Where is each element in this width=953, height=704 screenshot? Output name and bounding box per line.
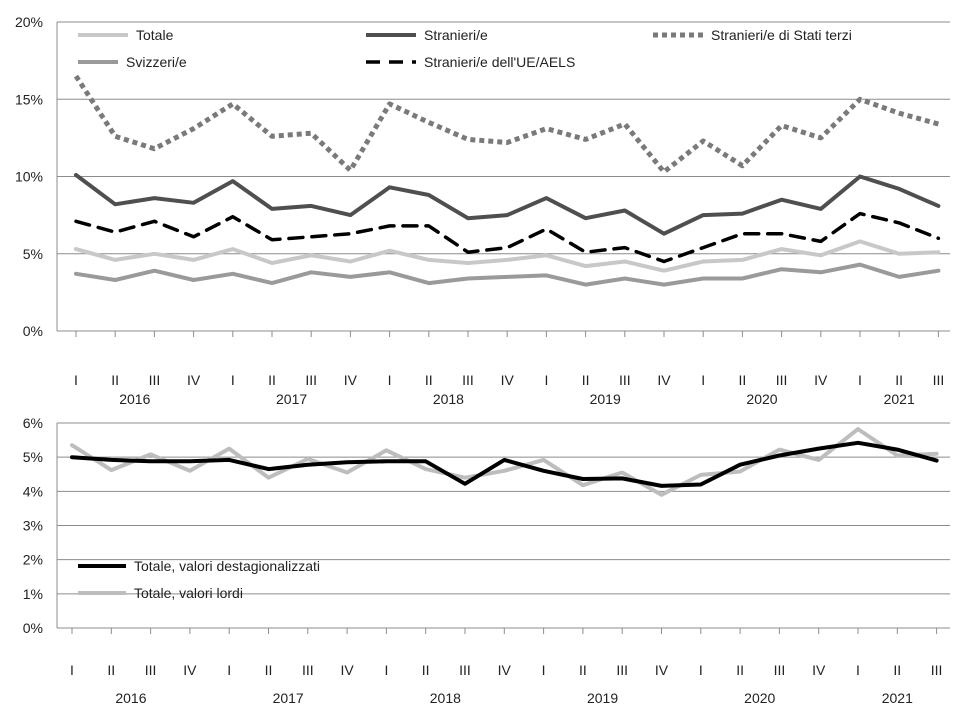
x-year-label: 2019 [587, 690, 618, 704]
series-line-totale-valori-destagionalizzati [70, 440, 939, 488]
x-quarter-label: II [895, 372, 903, 388]
x-quarter-label: II [422, 662, 430, 678]
legend-label-stranieri-e: Stranieri/e [424, 27, 488, 43]
x-year-label: 2021 [882, 690, 913, 704]
x-quarter-label: II [268, 372, 276, 388]
x-quarter-label: III [774, 662, 786, 678]
series-line-stranieri-e [74, 173, 941, 236]
x-quarter-label: II [107, 662, 115, 678]
x-quarter-label: IV [655, 662, 669, 678]
x-quarter-label: II [736, 662, 744, 678]
x-year-label: 2018 [430, 690, 461, 704]
legend-label-stranieri-e-di-stati-terzi: Stranieri/e di Stati terzi [711, 27, 852, 43]
x-year-label: 2021 [884, 391, 915, 407]
x-year-label: 2017 [276, 391, 307, 407]
x-quarter-label: II [265, 662, 273, 678]
legend-label-svizzeri-e: Svizzeri/e [126, 54, 187, 70]
y-tick-label: 0% [23, 620, 43, 636]
x-quarter-label: I [701, 372, 705, 388]
y-tick-label: 20% [15, 14, 43, 30]
y-tick-label: 2% [23, 552, 43, 568]
x-quarter-label: II [582, 372, 590, 388]
x-quarter-label: I [384, 662, 388, 678]
x-year-label: 2016 [115, 690, 146, 704]
x-year-label: 2017 [273, 690, 304, 704]
x-quarter-label: II [425, 372, 433, 388]
top-chart: 0%5%10%15%20%I II III IV I II III IV I II III IV I II… [15, 14, 950, 407]
x-quarter-label: IV [814, 372, 828, 388]
x-quarter-label: IV [501, 372, 515, 388]
series-line-svizzeri-e [74, 262, 941, 287]
y-tick-label: 6% [23, 415, 43, 431]
legend-label-stranieri-e-dell-ue-aels: Stranieri/e dell'UE/AELS [424, 54, 575, 70]
x-quarter-label: III [305, 372, 317, 388]
x-quarter-label: IV [183, 662, 197, 678]
x-quarter-label: I [544, 372, 548, 388]
legend-label-totale-valori-lordi: Totale, valori lordi [134, 585, 243, 601]
x-quarter-label: III [149, 372, 161, 388]
x-quarter-label: I [388, 372, 392, 388]
y-tick-label: 15% [15, 91, 43, 107]
x-year-label: 2019 [590, 391, 621, 407]
x-quarter-label: III [145, 662, 157, 678]
x-quarter-label: III [616, 662, 628, 678]
x-quarter-label: II [739, 372, 747, 388]
x-quarter-label: II [579, 662, 587, 678]
series-line-stranieri-e-di-stati-terzi [73, 74, 940, 175]
x-quarter-label: IV [657, 372, 671, 388]
y-tick-label: 4% [23, 483, 43, 499]
x-quarter-label: IV [187, 372, 201, 388]
x-quarter-label: IV [498, 662, 512, 678]
x-quarter-label: IV [812, 662, 826, 678]
series-line-totale [74, 239, 941, 273]
x-quarter-label: I [542, 662, 546, 678]
y-tick-label: 1% [23, 586, 43, 602]
x-quarter-label: III [933, 372, 945, 388]
bottom-chart: 0%1%2%3%4%5%6%I II III IV I II III IV I II III IV I I… [23, 415, 950, 704]
y-tick-label: 5% [23, 246, 43, 262]
y-tick-label: 3% [23, 518, 43, 534]
x-quarter-label: III [619, 372, 631, 388]
x-year-label: 2020 [744, 690, 775, 704]
x-quarter-label: I [856, 662, 860, 678]
series-line-stranieri-e-dell-ue-aels [74, 211, 941, 264]
y-tick-label: 0% [23, 323, 43, 339]
x-quarter-label: I [699, 662, 703, 678]
y-tick-label: 5% [23, 449, 43, 465]
x-year-label: 2020 [746, 391, 777, 407]
x-quarter-label: III [462, 372, 474, 388]
x-quarter-label: IV [340, 662, 354, 678]
x-quarter-label: I [858, 372, 862, 388]
x-quarter-label: II [893, 662, 901, 678]
x-quarter-label: III [302, 662, 314, 678]
x-quarter-label: III [776, 372, 788, 388]
x-year-label: 2016 [119, 391, 150, 407]
x-year-label: 2018 [433, 391, 464, 407]
x-quarter-label: III [459, 662, 471, 678]
y-tick-label: 10% [15, 169, 43, 185]
legend-label-totale: Totale [136, 27, 174, 43]
x-quarter-label: II [111, 372, 119, 388]
x-quarter-label: I [231, 372, 235, 388]
x-quarter-label: I [70, 662, 74, 678]
x-quarter-label: IV [344, 372, 358, 388]
x-quarter-label: I [74, 372, 78, 388]
x-quarter-label: I [227, 662, 231, 678]
legend-label-totale-valori-destagionalizzati: Totale, valori destagionalizzati [134, 558, 320, 574]
x-quarter-label: III [931, 662, 943, 678]
